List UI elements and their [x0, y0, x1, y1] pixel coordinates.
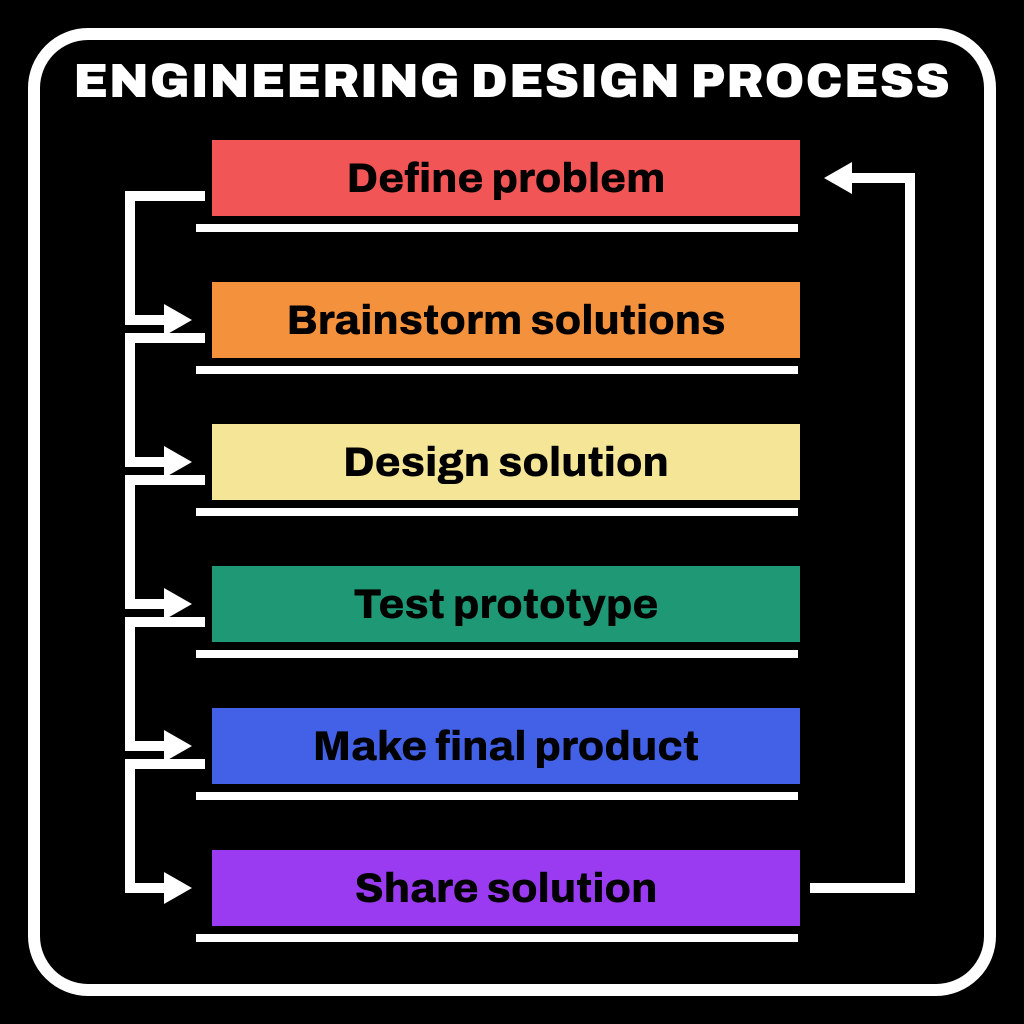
step-slot: Define problem	[200, 128, 812, 270]
diagram-title: ENGINEERING DESIGN PROCESS	[0, 56, 1024, 108]
steps-column: Define problem Brainstorm solutions Design…	[200, 128, 812, 980]
step-box: Share solution	[206, 844, 806, 932]
step-box: Test prototype	[206, 560, 806, 648]
step-slot: Test prototype	[200, 554, 812, 696]
step-underline	[196, 508, 798, 516]
step-underline	[196, 366, 798, 374]
step-slot: Make final product	[200, 696, 812, 838]
step-slot: Brainstorm solutions	[200, 270, 812, 412]
title-text: ENGINEERING DESIGN PROCESS	[73, 56, 951, 108]
step-box: Define problem	[206, 134, 806, 222]
step-slot: Design solution	[200, 412, 812, 554]
step-underline	[196, 792, 798, 800]
step-label: Define problem	[347, 155, 666, 201]
step-underline	[196, 224, 798, 232]
step-label: Make final product	[313, 723, 699, 769]
step-slot: Share solution	[200, 838, 812, 980]
step-label: Design solution	[343, 439, 669, 485]
step-label: Brainstorm solutions	[286, 297, 725, 343]
step-underline	[196, 934, 798, 942]
step-box: Brainstorm solutions	[206, 276, 806, 364]
step-box: Design solution	[206, 418, 806, 506]
step-underline	[196, 650, 798, 658]
step-box: Make final product	[206, 702, 806, 790]
step-label: Test prototype	[353, 581, 658, 627]
step-label: Share solution	[354, 865, 657, 911]
